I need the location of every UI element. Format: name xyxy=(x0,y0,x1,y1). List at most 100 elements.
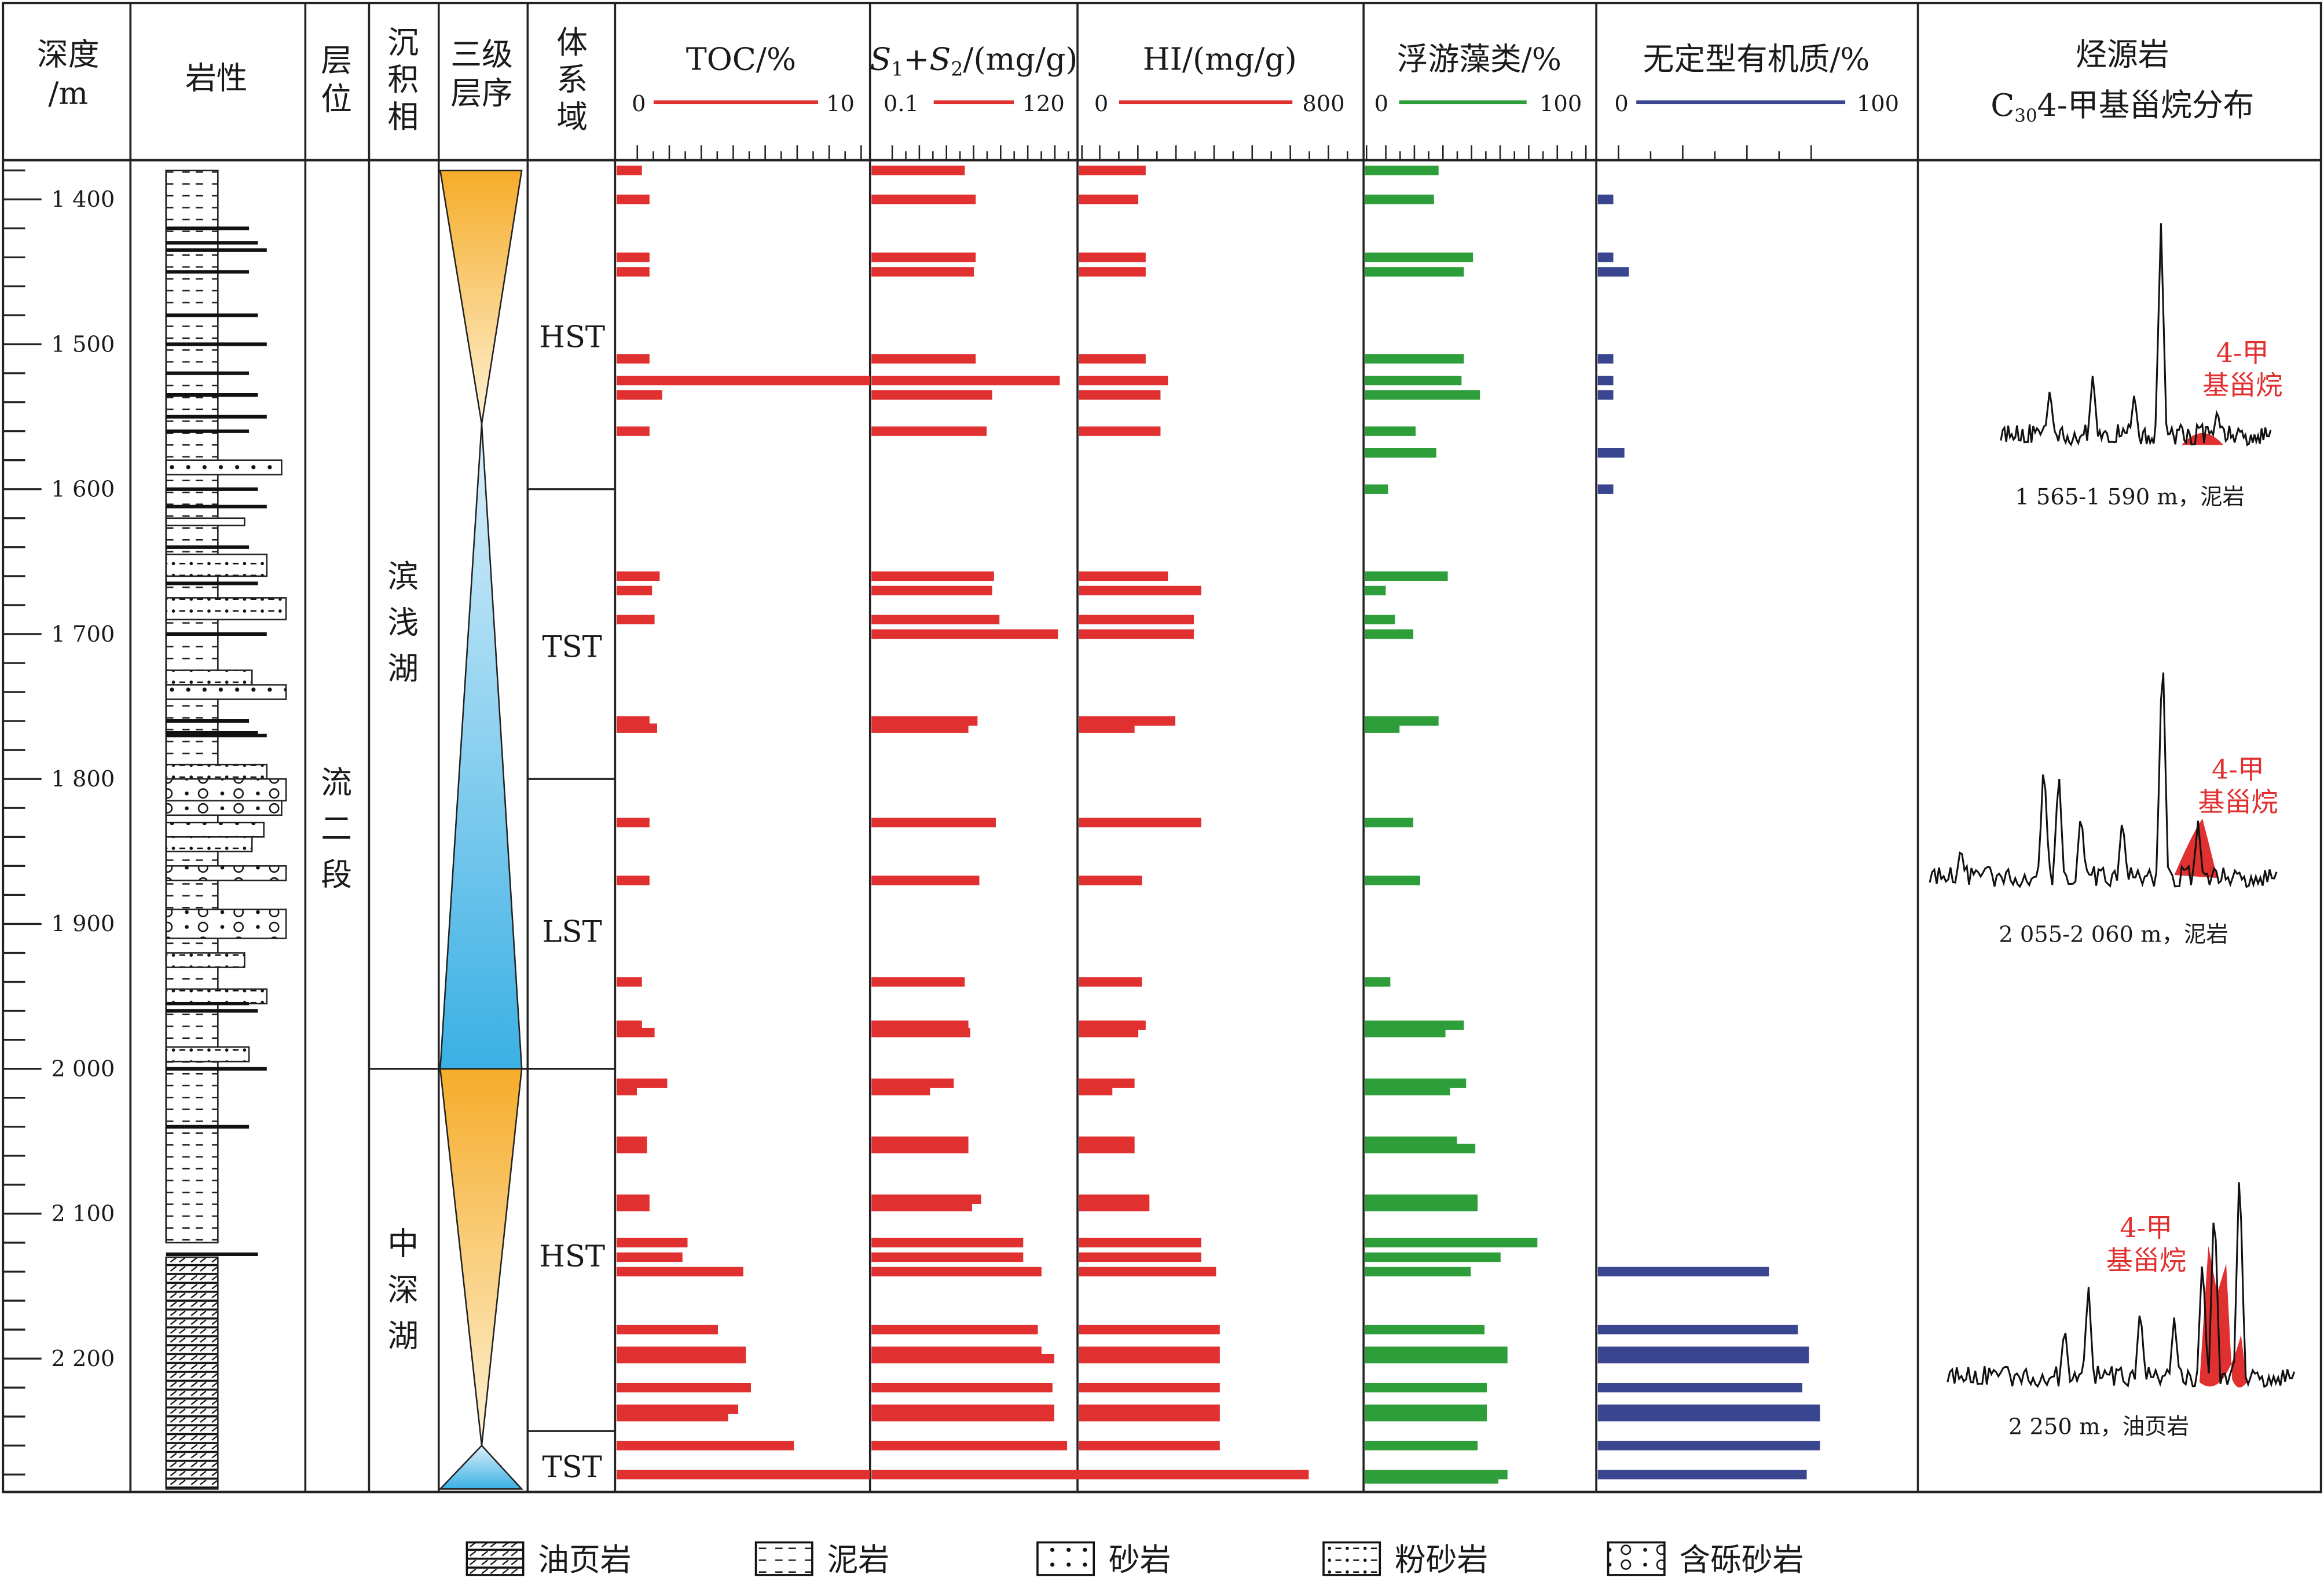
hi-bar xyxy=(1079,1353,1220,1364)
facies-header-char: 沉 xyxy=(387,24,419,61)
hi-bar xyxy=(1079,614,1194,625)
toc-bar xyxy=(616,1412,728,1422)
amorphous-bar xyxy=(1597,252,1614,262)
plankton-bar xyxy=(1365,1078,1467,1088)
plankton-bar xyxy=(1365,484,1388,494)
hi-bar xyxy=(1079,585,1201,596)
sequence-triangle-tst xyxy=(439,424,523,1070)
plankton-bar xyxy=(1365,1382,1487,1393)
amorphous-bar xyxy=(1597,1324,1798,1335)
amorphous-bar xyxy=(1597,1404,1820,1414)
hi-bar xyxy=(1079,1194,1150,1204)
gc-trace-1-highlight xyxy=(2182,433,2223,445)
plankton-bar xyxy=(1365,195,1434,204)
plankton-bar xyxy=(1365,1144,1476,1154)
toc-bar xyxy=(616,390,662,400)
plankton-bar xyxy=(1365,390,1480,400)
gc-caption-3: 2 250 m，油页岩 xyxy=(2008,1414,2189,1440)
amorphous-bar xyxy=(1597,1353,1809,1364)
toc-bar xyxy=(616,818,650,828)
gc-marker-label-3b: 基甾烷 xyxy=(2106,1244,2186,1276)
s1s2-scale-max: 120 xyxy=(1022,91,1065,117)
facies-header: 沉积相 xyxy=(387,24,419,135)
amorphous-bar xyxy=(1597,1441,1820,1451)
plankton-bar xyxy=(1365,614,1395,625)
plankton-bar xyxy=(1365,585,1386,596)
depth-tick-label: 1 600 xyxy=(51,477,115,503)
gc-trace-2 xyxy=(1929,672,2278,888)
s1s2-bar xyxy=(871,1086,930,1096)
plankton-header: 浮游藻类/% xyxy=(1397,41,1561,77)
s1s2-bar xyxy=(871,267,974,277)
depth-tick-label: 2 000 xyxy=(51,1056,115,1082)
oil-shale-icon xyxy=(465,1541,525,1576)
toc-bar xyxy=(616,1353,746,1364)
s1s2-bar xyxy=(871,1470,1091,1480)
gc-marker-label-3a: 4-甲 xyxy=(2120,1212,2172,1243)
s1s2-bar xyxy=(871,1382,1053,1393)
lithology-bed xyxy=(165,554,268,577)
toc-bar xyxy=(616,1194,650,1204)
hi-bar xyxy=(1079,818,1201,828)
hi-bar xyxy=(1079,1441,1220,1451)
lithology-bed xyxy=(165,169,219,1244)
geochem-bars xyxy=(616,100,1846,1484)
legend-label: 含砾砂岩 xyxy=(1679,1542,1804,1578)
toc-bar xyxy=(616,1252,683,1262)
plankton-bar xyxy=(1365,723,1400,733)
plankton-bar xyxy=(1365,1252,1501,1262)
s1s2-bar xyxy=(871,1202,972,1211)
plankton-bar xyxy=(1365,977,1391,987)
hi-bar xyxy=(1079,354,1146,364)
lithology-bed xyxy=(165,669,253,686)
hi-bar xyxy=(1079,1202,1150,1211)
gc-trace-3-highlight xyxy=(2199,1246,2247,1388)
stratum-header-char: 位 xyxy=(321,81,352,118)
plankton-bar xyxy=(1365,252,1473,262)
amorphous-bar xyxy=(1597,448,1625,458)
stratum-header: 层位 xyxy=(321,42,352,118)
toc-bar xyxy=(616,252,650,262)
lithology-bed xyxy=(165,517,245,526)
amorphous-bar xyxy=(1597,1382,1802,1393)
column-frame xyxy=(2,2,2322,1493)
facies-header-char: 相 xyxy=(387,98,419,135)
lithology-column xyxy=(165,169,287,1490)
toc-bar xyxy=(616,1202,650,1211)
plankton-bar xyxy=(1365,1136,1457,1146)
toc-bar xyxy=(616,571,660,581)
plankton-bar xyxy=(1365,1441,1478,1451)
plankton-bar xyxy=(1365,1324,1485,1335)
toc-bar xyxy=(616,723,657,733)
hi-bar xyxy=(1079,1078,1135,1088)
hi-bar xyxy=(1079,977,1142,987)
toc-scale-min: 0 xyxy=(632,91,646,117)
s1s2-bar xyxy=(871,614,1000,625)
toc-bar xyxy=(616,426,650,436)
depth-tick-label: 1 500 xyxy=(51,331,115,357)
facies-label-char: 深 xyxy=(387,1272,419,1308)
lithology-bed xyxy=(165,459,283,475)
toc-bar xyxy=(616,1078,668,1088)
sequence-triangle-hst2 xyxy=(439,1068,523,1446)
plankton-bar xyxy=(1365,1266,1471,1277)
depth-column: 1 400 1 500 1 600 1 700 1 800 1 900 2 000 2 100… xyxy=(3,169,115,1476)
gc-trace-1 xyxy=(2000,223,2272,446)
hi-bar xyxy=(1079,390,1161,400)
depth-tick-label: 2 100 xyxy=(51,1201,115,1227)
plankton-bar xyxy=(1365,629,1414,639)
s1s2-bar xyxy=(871,1252,1024,1262)
systems-tract-label: HST xyxy=(539,1239,605,1274)
toc-scale-max: 10 xyxy=(826,91,855,117)
s1s2-bar xyxy=(871,390,992,400)
plankton-bar xyxy=(1365,1194,1478,1204)
stratum-header-char: 层 xyxy=(321,42,352,79)
s1s2-bar xyxy=(871,977,965,987)
plankton-bar xyxy=(1365,876,1420,885)
legend-label: 粉砂岩 xyxy=(1395,1542,1488,1578)
amorphous-bar xyxy=(1597,390,1614,400)
s1s2-bar xyxy=(871,571,994,581)
plankton-bar xyxy=(1365,1020,1464,1030)
s1s2-bar xyxy=(871,1412,1054,1422)
